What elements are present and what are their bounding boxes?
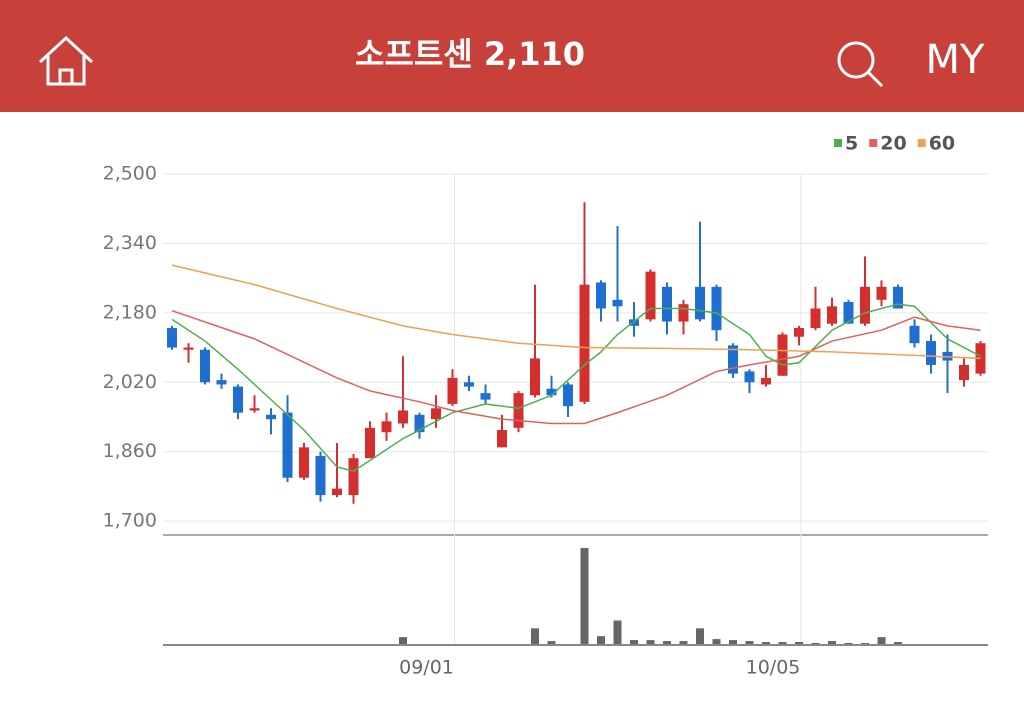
candle-body bbox=[365, 427, 375, 459]
candle-body bbox=[480, 393, 491, 400]
x-tick-label: 10/05 bbox=[746, 657, 801, 679]
volume-bar bbox=[861, 643, 869, 644]
volume-bar bbox=[712, 639, 721, 644]
volume-bar bbox=[399, 637, 407, 644]
volume-bar bbox=[795, 642, 803, 644]
candle-body bbox=[200, 349, 210, 383]
search-button[interactable] bbox=[837, 41, 884, 88]
header bbox=[0, 0, 1024, 112]
volume-bar bbox=[778, 642, 787, 644]
candle-body bbox=[497, 429, 507, 448]
volume-bar bbox=[745, 641, 754, 644]
candle-body bbox=[860, 286, 870, 324]
candle-body bbox=[530, 358, 540, 396]
my-button[interactable]: MY bbox=[926, 37, 986, 83]
volume-bar bbox=[630, 640, 638, 644]
candle-body bbox=[167, 328, 177, 348]
volume-bar bbox=[811, 643, 820, 644]
candle-body bbox=[827, 306, 837, 324]
moving-average bbox=[171, 264, 981, 360]
volume-bar bbox=[877, 637, 886, 644]
candle-body bbox=[216, 380, 227, 385]
y-tick-label: 2,020 bbox=[103, 371, 157, 393]
candle-body bbox=[777, 334, 788, 376]
volume-bar bbox=[696, 628, 704, 644]
candle-body bbox=[645, 271, 656, 320]
candle-body bbox=[596, 282, 606, 309]
candle-body bbox=[563, 384, 573, 407]
volume-bar bbox=[597, 636, 605, 644]
y-tick-label: 2,500 bbox=[103, 163, 157, 185]
candle-body bbox=[926, 341, 936, 365]
candle-body bbox=[711, 286, 722, 331]
legend-label: 5 bbox=[845, 133, 858, 155]
candle-body bbox=[678, 304, 689, 322]
candle-body bbox=[893, 286, 903, 309]
candle-body bbox=[909, 325, 920, 344]
candle-body bbox=[843, 301, 854, 324]
candle-body bbox=[612, 299, 623, 307]
candle-body bbox=[249, 408, 260, 411]
candle-body bbox=[546, 388, 557, 396]
volume-bar bbox=[729, 640, 737, 644]
candle-body bbox=[794, 328, 804, 337]
moving-average bbox=[171, 303, 981, 473]
volume-bar bbox=[531, 628, 539, 644]
candle-body bbox=[447, 377, 458, 404]
candle-body bbox=[398, 410, 408, 424]
volume-bar bbox=[762, 642, 770, 644]
legend-swatch bbox=[834, 139, 842, 147]
header-title: 소프트센 2,110 bbox=[355, 35, 585, 73]
candle-body bbox=[662, 286, 672, 322]
candle-body bbox=[431, 408, 441, 420]
candle-body bbox=[513, 393, 524, 428]
candle-body bbox=[183, 347, 194, 350]
candle-body bbox=[315, 456, 326, 496]
volume-bar bbox=[580, 547, 589, 644]
candle-body bbox=[332, 488, 342, 496]
candle-body bbox=[464, 382, 474, 387]
candle-body bbox=[348, 458, 359, 496]
volume-bar bbox=[547, 641, 556, 644]
candle-body bbox=[695, 286, 705, 320]
volume-bar bbox=[894, 642, 902, 644]
candle-body bbox=[266, 414, 276, 420]
moving-average bbox=[171, 309, 981, 425]
volume-bar bbox=[613, 620, 622, 644]
candle-body bbox=[629, 319, 639, 326]
candle-body bbox=[728, 345, 738, 374]
home-button[interactable] bbox=[38, 35, 94, 86]
volume-bar bbox=[828, 641, 836, 644]
chart: 1,700 1,860 2,020 2,180 2,340 2,500 09/01 10/05… bbox=[103, 133, 988, 679]
candle-body bbox=[744, 371, 755, 383]
volume-bar bbox=[663, 641, 671, 644]
candle-body bbox=[299, 447, 309, 478]
candle-body bbox=[282, 412, 293, 478]
volume-bar bbox=[679, 641, 688, 644]
y-tick-label: 1,860 bbox=[103, 440, 157, 462]
volume-bar bbox=[646, 640, 655, 644]
candle-body bbox=[579, 284, 590, 402]
legend-swatch bbox=[869, 139, 878, 147]
x-tick-label: 09/01 bbox=[399, 657, 454, 679]
candle-body bbox=[233, 386, 243, 413]
candle-body bbox=[959, 364, 969, 381]
volume-bar bbox=[844, 643, 853, 644]
candle-body bbox=[810, 308, 821, 329]
y-tick-label: 1,700 bbox=[103, 510, 157, 532]
candle-body bbox=[761, 377, 771, 385]
candle-body bbox=[876, 286, 887, 300]
legend-label: 60 bbox=[929, 133, 955, 155]
y-tick-label: 2,340 bbox=[103, 232, 157, 254]
candle-body bbox=[381, 421, 392, 433]
legend-swatch bbox=[917, 139, 926, 147]
y-tick-label: 2,180 bbox=[103, 301, 157, 323]
candle-body bbox=[414, 414, 425, 433]
legend-label: 20 bbox=[880, 133, 906, 155]
